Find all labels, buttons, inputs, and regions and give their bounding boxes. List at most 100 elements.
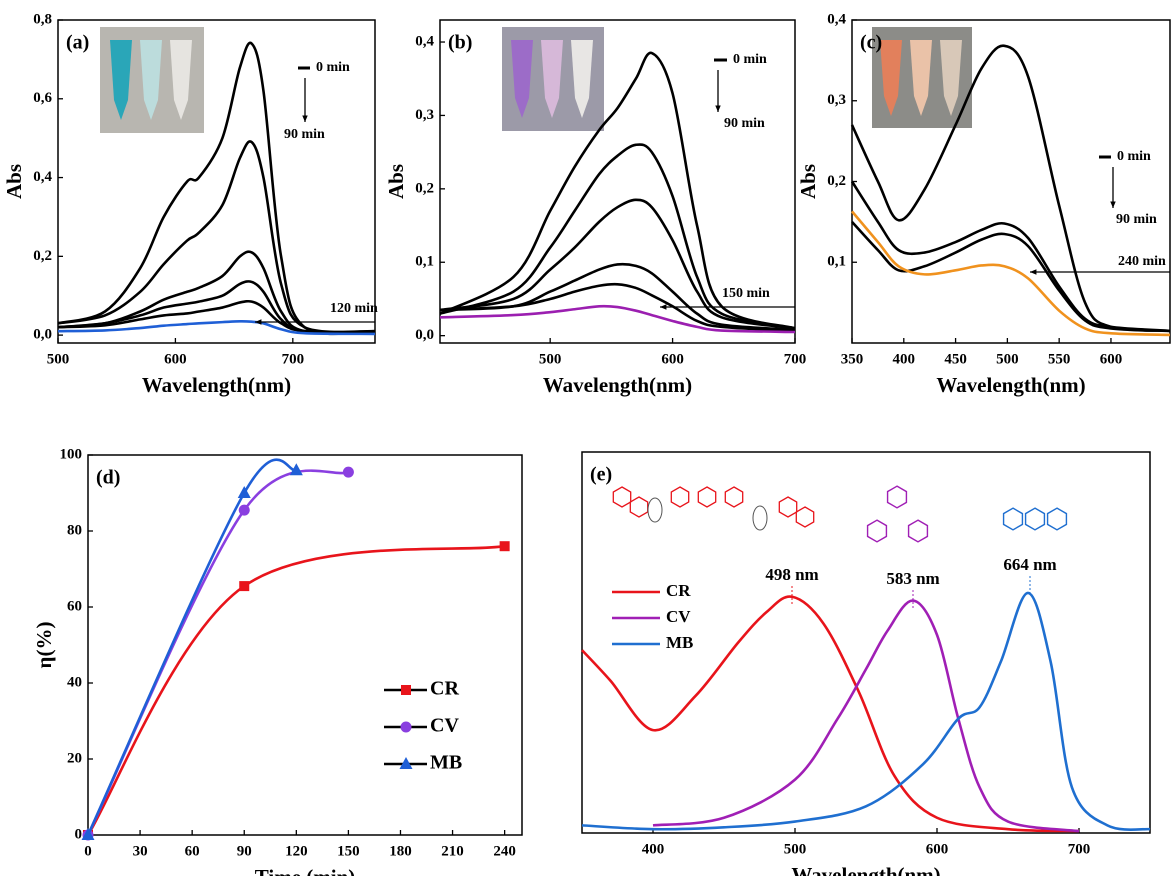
marker [342, 466, 354, 478]
legend-label: CV [666, 607, 691, 626]
annotation: 150 min [722, 286, 770, 301]
y-tick-label: 40 [67, 674, 82, 690]
annotation: 240 min [1118, 254, 1166, 269]
structure-cv [866, 485, 929, 543]
panel-label: (b) [448, 32, 472, 54]
x-axis-label: Wavelength(nm) [543, 373, 692, 397]
marker [289, 463, 303, 476]
marker [81, 828, 95, 840]
series-line [652, 599, 1080, 833]
y-axis-label: η(%) [32, 622, 56, 669]
annotation: 0 min [733, 52, 767, 67]
inset-photo [100, 27, 204, 133]
x-tick-label: 450 [944, 351, 967, 367]
panel-label: (a) [66, 32, 89, 54]
y-tick-label: 0,4 [33, 169, 52, 185]
x-tick-label: 350 [841, 351, 864, 367]
arrow-head [1110, 201, 1116, 208]
series-line [86, 458, 297, 836]
y-tick-label: 0,8 [33, 11, 52, 27]
x-tick-label: 400 [893, 351, 916, 367]
panel-label: (e) [590, 464, 612, 486]
legend-label: CV [430, 715, 459, 737]
y-axis-label: Abs [2, 164, 26, 199]
x-tick-label: 30 [133, 843, 148, 859]
series-line [57, 299, 376, 335]
y-axis-label: Abs [796, 164, 820, 199]
y-tick-label: 0,4 [827, 11, 846, 27]
series-line [439, 304, 796, 334]
x-axis-label: Wavelength(nm) [791, 863, 940, 876]
legend-label: CR [430, 678, 459, 700]
x-tick-label: 500 [47, 351, 70, 367]
x-tick-label: 600 [661, 351, 684, 367]
y-tick-label: 20 [67, 750, 82, 766]
plot-frame [57, 19, 376, 344]
series-line [86, 469, 349, 836]
annotation: 583 nm [886, 569, 939, 588]
series-line [581, 591, 1151, 831]
arrow-head [1030, 269, 1037, 275]
y-axis-label: Abs [384, 164, 408, 199]
series-line [851, 210, 1171, 337]
y-tick-label: 0,4 [415, 33, 434, 49]
y-tick-label: 0,6 [33, 90, 52, 106]
y-tick-label: 0,3 [827, 92, 846, 108]
series-line [439, 143, 796, 330]
marker [499, 541, 510, 552]
x-axis-label: Wavelength(nm) [142, 373, 291, 397]
x-tick-label: 700 [282, 351, 305, 367]
legend-label: CR [666, 581, 691, 600]
panel-label: (d) [96, 467, 120, 489]
series-line [439, 262, 796, 332]
x-tick-label: 90 [237, 843, 252, 859]
marker [239, 581, 250, 592]
x-tick-label: 400 [642, 841, 665, 857]
x-tick-label: 700 [784, 351, 807, 367]
series-line [57, 41, 376, 336]
x-tick-label: 210 [441, 843, 464, 859]
annotation: 90 min [1116, 212, 1157, 227]
x-tick-label: 0 [84, 843, 92, 859]
arrow-head [302, 115, 308, 122]
plot-frame [581, 451, 1151, 834]
x-tick-label: 150 [337, 843, 360, 859]
series-line [57, 280, 376, 335]
x-tick-label: 600 [1100, 351, 1123, 367]
marker [238, 504, 250, 516]
marker [237, 486, 251, 498]
arrow-head [255, 319, 262, 325]
y-tick-label: 0,2 [33, 248, 52, 264]
legend-marker [401, 685, 411, 695]
y-tick-label: 80 [67, 522, 82, 538]
series-line [439, 51, 796, 330]
series-line [57, 140, 376, 334]
annotation: 90 min [284, 127, 325, 142]
annotation: 120 min [330, 301, 378, 316]
arrow-head [660, 304, 667, 310]
x-tick-label: 60 [185, 843, 200, 859]
y-tick-label: 0,1 [415, 254, 434, 270]
x-tick-label: 600 [164, 351, 187, 367]
y-tick-label: 0,1 [827, 254, 846, 270]
y-tick-label: 60 [67, 598, 82, 614]
legend-label: MB [430, 752, 462, 774]
annotation: 0 min [1117, 149, 1151, 164]
x-tick-label: 500 [996, 351, 1019, 367]
y-tick-label: 0,0 [33, 327, 52, 343]
annotation: 498 nm [765, 565, 818, 584]
annotation: 664 nm [1003, 555, 1056, 574]
legend-marker [400, 721, 412, 733]
legend-marker [399, 757, 413, 769]
series-line [57, 320, 376, 336]
x-tick-label: 600 [926, 841, 949, 857]
plot-frame [87, 454, 523, 836]
series-line [439, 198, 796, 330]
y-tick-label: 0 [75, 826, 83, 842]
series-line [581, 595, 1080, 833]
x-axis-label: Wavelength(nm) [936, 373, 1085, 397]
annotation: 0 min [316, 60, 350, 75]
x-tick-label: 700 [1068, 841, 1091, 857]
series-line [57, 250, 376, 335]
